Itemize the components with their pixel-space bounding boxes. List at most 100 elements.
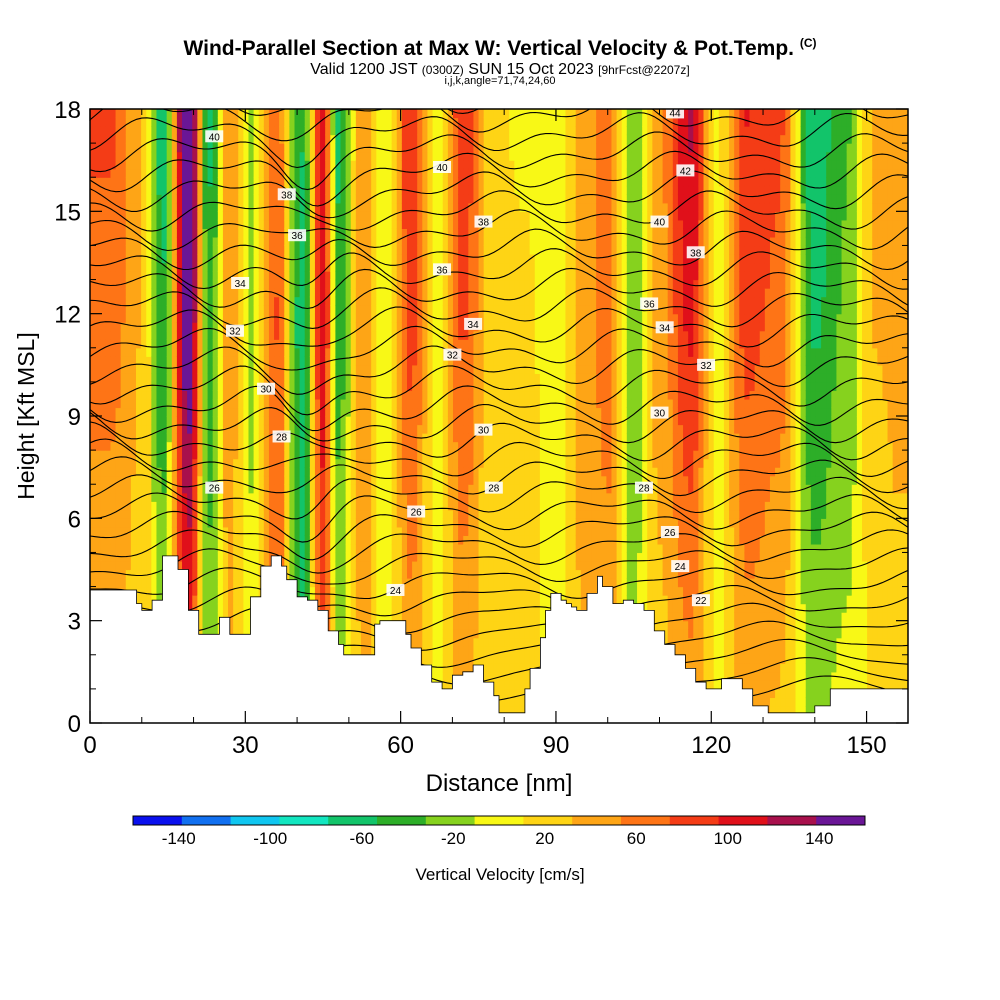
velocity-cell [396,603,403,613]
velocity-cell [314,211,321,221]
velocity-cell [401,305,408,315]
velocity-cell [350,390,357,400]
velocity-cell [166,543,173,554]
velocity-cell [304,117,311,127]
velocity-cell [115,305,122,315]
velocity-cell [258,543,265,554]
velocity-cell [100,552,106,562]
velocity-cell [222,356,229,366]
velocity-cell [314,296,321,306]
velocity-cell [202,339,209,349]
velocity-cell [386,416,393,426]
velocity-cell [284,407,290,417]
velocity-cell [222,586,229,596]
velocity-cell [432,654,439,664]
velocity-cell [192,381,198,392]
velocity-cell [192,322,198,332]
velocity-cell [207,450,214,460]
velocity-cell [182,509,188,519]
velocity-cell [340,526,347,536]
velocity-cell [212,424,219,434]
velocity-cell [345,603,352,613]
velocity-cell [325,279,331,289]
velocity-cell [115,109,122,119]
velocity-cell [314,134,321,144]
velocity-cell [263,398,270,409]
velocity-cell [350,373,357,383]
velocity-cell [391,509,398,519]
velocity-cell [381,441,388,451]
velocity-cell [309,492,316,502]
velocity-cell [366,560,372,571]
velocity-cell [289,509,296,519]
velocity-cell [289,467,296,477]
velocity-cell [176,458,183,468]
velocity-cell [325,330,331,340]
velocity-cell [360,194,367,204]
velocity-cell [141,279,147,289]
velocity-cell [95,117,101,127]
velocity-cell [360,433,367,443]
velocity-cell [233,185,239,195]
velocity-cell [284,143,290,153]
velocity-cell [141,236,147,247]
velocity-cell [176,407,183,417]
velocity-cell [345,245,352,255]
velocity-cell [115,373,122,383]
velocity-cell [294,390,301,400]
velocity-cell [197,407,204,417]
velocity-cell [151,313,158,323]
velocity-cell [335,458,342,468]
velocity-cell [279,134,285,144]
velocity-cell [141,560,147,571]
velocity-cell [355,629,362,639]
velocity-cell [141,398,147,409]
velocity-cell [371,416,377,426]
velocity-cell [212,177,219,187]
velocity-cell [263,484,270,494]
velocity-cell [437,236,444,247]
velocity-cell [197,629,204,639]
velocity-cell [151,151,158,161]
velocity-cell [386,458,393,468]
velocity-cell [100,109,106,119]
velocity-cell [258,211,265,221]
velocity-cell [371,364,377,374]
velocity-cell [207,168,214,178]
velocity-cell [120,168,127,178]
velocity-cell [437,509,444,519]
velocity-cell [100,288,106,298]
velocity-cell [391,595,398,605]
velocity-cell [268,330,275,340]
velocity-cell [95,126,101,136]
velocity-cell [105,467,112,477]
velocity-cell [437,492,444,502]
velocity-cell [263,433,270,443]
velocity-cell [182,492,188,502]
velocity-cell [309,271,316,281]
velocity-cell [427,492,434,502]
velocity-cell [371,305,377,315]
velocity-cell [294,339,301,349]
velocity-cell [238,262,244,272]
velocity-cell [151,126,158,136]
velocity-cell [309,458,316,468]
velocity-cell [381,236,388,247]
velocity-cell [299,518,306,528]
velocity-cell [309,569,316,579]
velocity-cell [406,535,413,545]
velocity-cell [289,450,296,460]
velocity-cell [371,484,377,494]
velocity-cell [320,398,326,409]
velocity-cell [284,356,290,366]
velocity-cell [258,279,265,289]
velocity-cell [207,526,214,536]
velocity-cell [130,322,137,332]
velocity-cell [422,109,429,119]
velocity-cell [325,271,331,281]
velocity-cell [304,109,311,119]
velocity-cell [417,296,423,306]
velocity-cell [156,296,163,306]
velocity-cell [406,245,413,255]
velocity-cell [432,219,439,229]
